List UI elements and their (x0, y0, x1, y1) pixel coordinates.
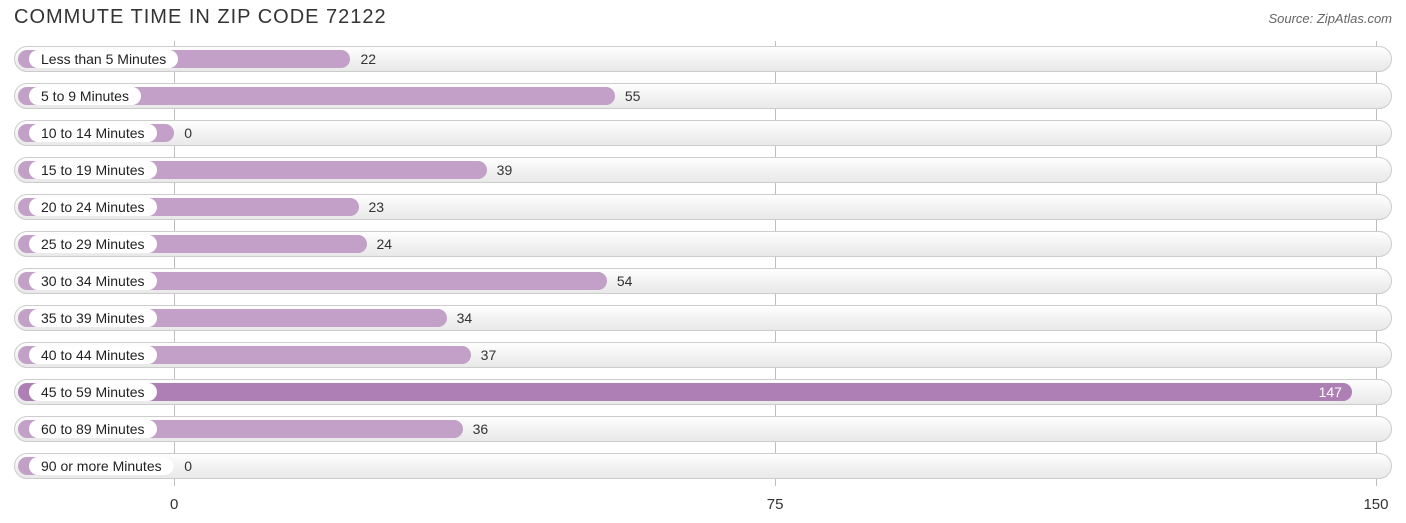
bar-label-pill: 5 to 9 Minutes (29, 87, 141, 105)
bar-label-pill: 35 to 39 Minutes (29, 309, 157, 327)
bar-row: Less than 5 Minutes 22 (14, 41, 1392, 78)
bar-value-label: 147 (1319, 382, 1342, 400)
bar-label-pill: 25 to 29 Minutes (29, 235, 157, 253)
bar-value-label: 36 (473, 419, 489, 437)
bar-value-label: 39 (497, 160, 513, 178)
bar-row: 20 to 24 Minutes 23 (14, 189, 1392, 226)
bar-value-label: 0 (184, 123, 192, 141)
x-axis: 0 75 150 (14, 490, 1392, 520)
bar-row: 40 to 44 Minutes 37 (14, 337, 1392, 374)
bar-value-label: 34 (457, 308, 473, 326)
bar-label-pill: 20 to 24 Minutes (29, 198, 157, 216)
header: COMMUTE TIME IN ZIP CODE 72122 Source: Z… (0, 0, 1406, 33)
bar-row: 30 to 34 Minutes 54 (14, 263, 1392, 300)
bar-label-pill: Less than 5 Minutes (29, 50, 178, 68)
source-attribution: Source: ZipAtlas.com (1268, 11, 1392, 26)
x-tick-label: 0 (170, 496, 178, 513)
bar-label-pill: 45 to 59 Minutes (29, 383, 157, 401)
chart-title: COMMUTE TIME IN ZIP CODE 72122 (14, 6, 387, 29)
bar-value-label: 23 (369, 197, 385, 215)
bar-row: 90 or more Minutes 0 (14, 448, 1392, 485)
bar-row: 35 to 39 Minutes 34 (14, 300, 1392, 337)
bar-fill (18, 383, 1352, 401)
bar-label-pill: 30 to 34 Minutes (29, 272, 157, 290)
bar-label-pill: 60 to 89 Minutes (29, 420, 157, 438)
chart-area: Less than 5 Minutes 22 5 to 9 Minutes 55 10 … (14, 41, 1392, 486)
bar-row: 25 to 29 Minutes 24 (14, 226, 1392, 263)
x-tick-label: 150 (1363, 496, 1388, 513)
bar-label-pill: 10 to 14 Minutes (29, 124, 157, 142)
bar-value-label: 37 (481, 345, 497, 363)
bar-value-label: 24 (377, 234, 393, 252)
bar-value-label: 22 (360, 49, 376, 67)
bar-label-pill: 15 to 19 Minutes (29, 161, 157, 179)
bar-row: 15 to 19 Minutes 39 (14, 152, 1392, 189)
bar-track (14, 453, 1392, 479)
bar-value-label: 54 (617, 271, 633, 289)
bar-track (14, 120, 1392, 146)
bar-value-label: 0 (184, 456, 192, 474)
bar-row: 45 to 59 Minutes 147 (14, 374, 1392, 411)
bar-label-pill: 90 or more Minutes (29, 457, 174, 475)
x-tick-label: 75 (767, 496, 784, 513)
bar-row: 10 to 14 Minutes 0 (14, 115, 1392, 152)
bar-label-pill: 40 to 44 Minutes (29, 346, 157, 364)
bar-value-label: 55 (625, 86, 641, 104)
bars-container: Less than 5 Minutes 22 5 to 9 Minutes 55 10 … (14, 41, 1392, 485)
bar-row: 5 to 9 Minutes 55 (14, 78, 1392, 115)
bar-row: 60 to 89 Minutes 36 (14, 411, 1392, 448)
